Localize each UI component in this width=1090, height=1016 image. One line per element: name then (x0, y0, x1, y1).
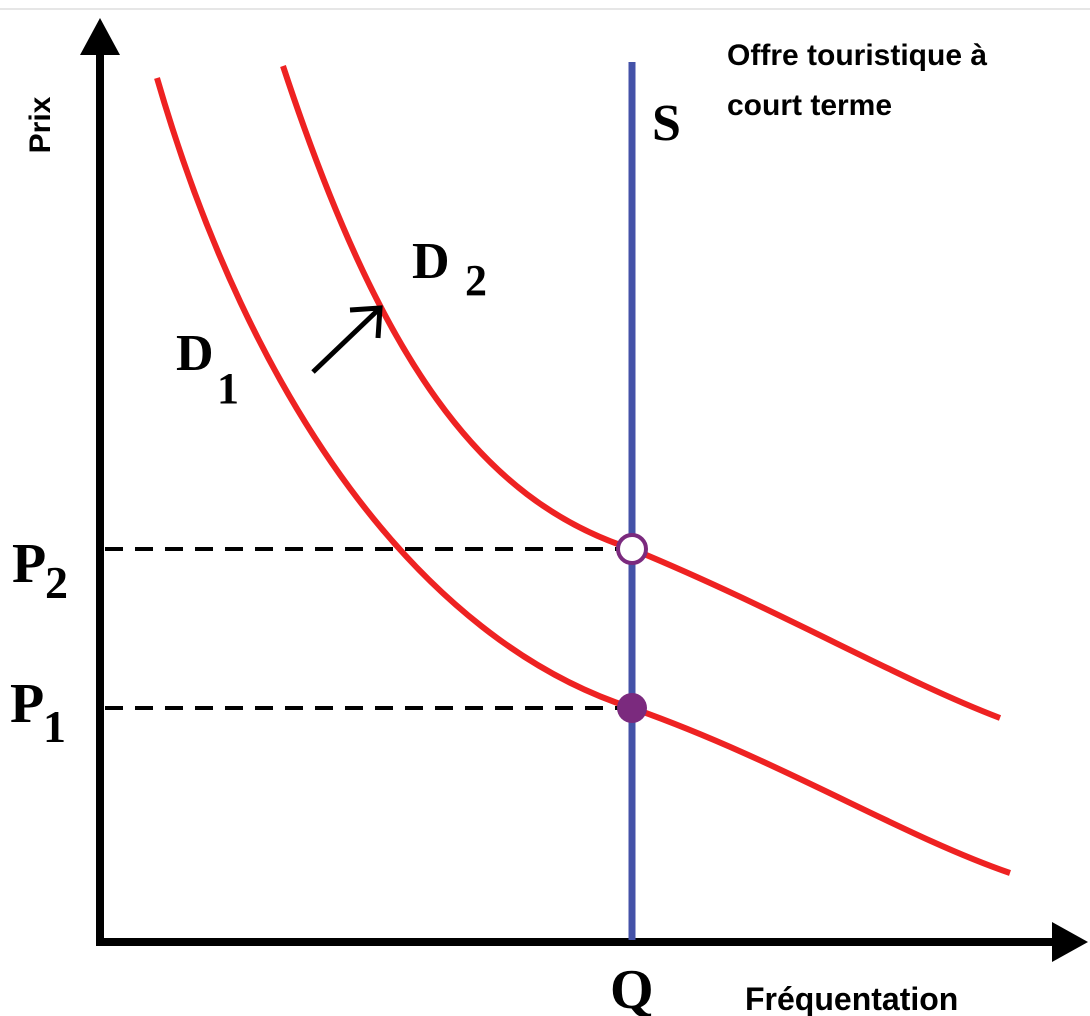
demand-curve (154, 77, 1011, 876)
equilibrium-point (616, 533, 648, 565)
supply-note: court terme (727, 89, 892, 122)
shift-arrow-head (349, 305, 383, 339)
shift-arrow (311, 308, 380, 374)
demand-subscript: 2 (465, 256, 487, 305)
demand-curve (280, 65, 1002, 721)
x-axis-arrow (1052, 922, 1088, 962)
demand-label: D (176, 325, 214, 382)
price-label: P (10, 673, 44, 735)
y-axis-arrow (80, 18, 120, 55)
supply-note: Offre touristique à (727, 39, 987, 72)
demand-subscript: 1 (217, 364, 239, 413)
x-axis-label: Fréquentation (745, 981, 958, 1016)
price-label: P (12, 533, 46, 595)
equilibrium-point (617, 693, 647, 723)
quantity-label: Q (610, 959, 654, 1016)
price-subscript: 1 (43, 701, 66, 752)
price-subscript: 2 (45, 557, 68, 608)
y-axis-label: Prix (24, 96, 57, 153)
supply-label: S (652, 95, 681, 152)
demand-label: D (412, 233, 450, 290)
